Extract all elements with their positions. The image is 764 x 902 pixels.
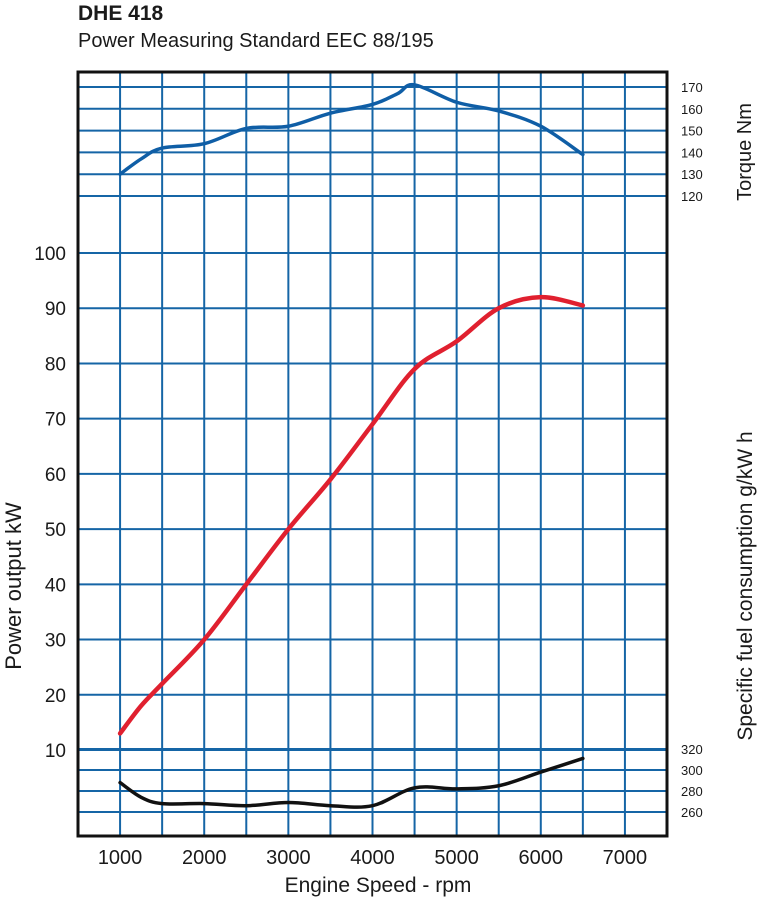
fuel-tick-label: 280 — [681, 784, 703, 799]
power-tick-label: 10 — [45, 741, 66, 762]
power-axis-title: Power output kW — [1, 502, 26, 670]
plot-border — [76, 70, 669, 838]
torque-curve — [118, 82, 585, 176]
series-layer — [117, 82, 586, 809]
grid — [78, 72, 667, 836]
fuel-tick-label: 300 — [681, 763, 703, 778]
fuel-tick-label: 260 — [681, 805, 703, 820]
power-tick-label: 20 — [45, 686, 66, 707]
tick-labels: 1000 2000 3000 4000 5000 6000 7000 10 20 30 40 50 60… — [34, 80, 702, 869]
x-tick-label: 3000 — [266, 847, 311, 869]
chart-subtitle: Power Measuring Standard EEC 88/195 — [78, 30, 434, 52]
x-tick-label: 6000 — [519, 847, 564, 869]
fuel-tick-label: 320 — [681, 742, 703, 757]
power-tick-label: 90 — [45, 299, 66, 320]
torque-tick-label: 150 — [681, 124, 703, 139]
power-tick-label: 80 — [45, 354, 66, 375]
fuel-curve — [118, 756, 585, 809]
x-axis-title: Engine Speed - rpm — [285, 874, 472, 897]
power-tick-label: 100 — [34, 244, 66, 265]
torque-axis-title: Torque Nm — [734, 103, 756, 201]
power-tick-label: 50 — [45, 520, 66, 541]
chart-title: DHE 418 — [78, 2, 164, 25]
x-tick-label: 7000 — [603, 847, 648, 869]
torque-tick-label: 170 — [681, 80, 703, 95]
x-tick-label: 5000 — [434, 847, 479, 869]
x-tick-label: 2000 — [182, 847, 227, 869]
torque-tick-label: 130 — [681, 167, 703, 182]
x-tick-label: 1000 — [98, 847, 143, 869]
power-tick-label: 70 — [45, 410, 66, 431]
power-tick-label: 30 — [45, 631, 66, 652]
torque-tick-label: 140 — [681, 145, 703, 160]
power-tick-label: 40 — [45, 575, 66, 596]
torque-tick-label: 120 — [681, 189, 703, 204]
x-tick-label: 4000 — [350, 847, 395, 869]
power-curve — [117, 294, 586, 736]
fuel-axis-title: Specific fuel consumption g/kW h — [734, 431, 757, 740]
torque-tick-label: 160 — [681, 102, 703, 117]
power-tick-label: 60 — [45, 465, 66, 486]
plot-frame — [76, 70, 669, 838]
